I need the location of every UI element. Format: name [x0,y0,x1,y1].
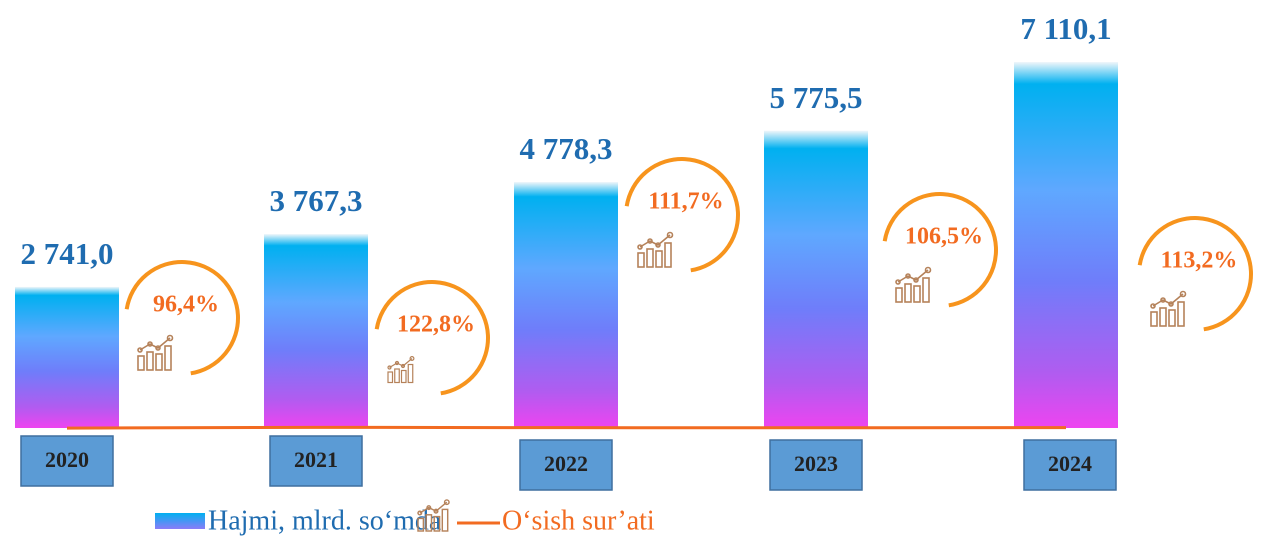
growth-ring [624,157,740,273]
growth-label: 96,4% [153,292,219,318]
bar [764,130,868,429]
growth-icon [137,334,174,371]
value-label: 5 775,5 [770,80,863,115]
legend: Hajmi, mlrd. so‘mda O‘sish sur’ati [155,499,655,536]
x-tick-label: 2024 [1048,451,1092,476]
year-box [20,435,114,487]
growth-ring [882,192,998,308]
growth-label: 113,2% [1161,248,1238,274]
growth-label: 122,8% [397,312,475,338]
bar [514,182,618,428]
value-label: 7 110,1 [1020,11,1111,46]
legend-label: O‘sish sur’ati [502,505,655,536]
growth-icon [637,231,674,268]
growth-label: 111,7% [648,189,723,215]
year-box [269,435,363,487]
bar [264,234,368,428]
growth-icon [895,266,932,303]
growth-ring [1137,216,1253,332]
growth-line [66,425,1067,430]
year-box [769,439,863,491]
value-label: 2 741,0 [21,236,114,271]
x-tick-label: 2022 [544,451,588,476]
x-tick-label: 2023 [794,451,838,476]
growth-icon [387,356,415,384]
year-box [519,439,613,491]
legend-label: Hajmi, mlrd. so‘mda [208,505,442,536]
growth-icon [1150,290,1187,327]
bar [1014,62,1118,428]
year-box [1023,439,1117,491]
x-tick-label: 2021 [294,447,338,472]
value-label: 3 767,3 [270,183,363,218]
legend-swatch [155,513,205,529]
x-tick-label: 2020 [45,447,89,472]
value-label: 4 778,3 [520,131,613,166]
growth-ring [374,280,490,396]
bar [15,286,119,428]
growth-ring [124,260,240,376]
growth-label: 106,5% [905,224,983,250]
